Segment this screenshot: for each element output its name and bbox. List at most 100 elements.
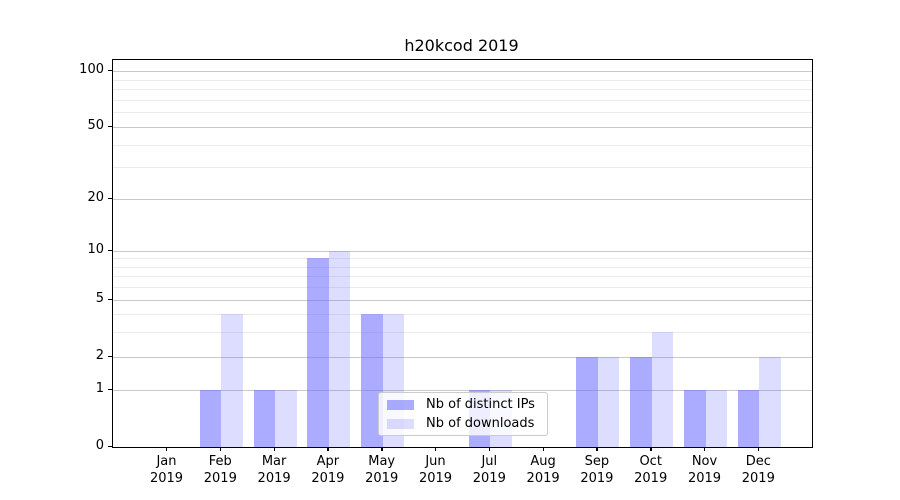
minor-gridline [113,287,812,288]
bar-ips-nov [684,390,706,447]
x-tick-month: Sep [584,454,610,469]
major-gridline [113,127,812,128]
x-tick-year: 2019 [741,471,775,486]
x-tick-mark [381,447,383,451]
x-tick-mark [757,447,760,451]
legend-row: Nb of downloads [387,415,547,431]
x-tick-label: Apr 2019 [296,453,360,487]
x-tick-year: 2019 [365,471,399,486]
x-tick-mark [273,447,275,451]
bar-ips-oct [630,357,652,447]
x-tick-year: 2019 [634,471,668,486]
bar-ips-feb [199,390,222,447]
minor-gridline [113,145,812,146]
y-tick-label: 0 [95,438,104,453]
minor-gridline [113,89,812,90]
x-tick-year: 2019 [311,471,345,486]
x-tick-year: 2019 [472,471,506,486]
minor-gridline [113,80,812,81]
legend-row: Nb of distinct IPs [387,396,547,412]
x-tick-mark [488,447,491,451]
bar-downloads-mar [275,390,297,447]
x-tick-mark [704,447,706,451]
x-tick-month: May [368,454,396,469]
legend: Nb of distinct IPs Nb of downloads [378,392,548,436]
major-gridline [113,357,812,358]
x-tick-year: 2019 [203,471,237,486]
x-tick-mark [542,447,544,451]
bar-downloads-apr [328,251,351,447]
y-tick-mark [108,388,112,390]
x-tick-mark [219,447,222,451]
x-tick-mark [650,447,652,451]
legend-swatch-ips [387,399,414,410]
y-tick-label: 5 [95,291,104,306]
x-tick-mark [166,447,168,451]
y-tick-mark [108,249,112,251]
bar-ips-sep [576,357,598,447]
plot-area: Nb of distinct IPs Nb of downloads [112,59,813,448]
y-tick-label: 50 [87,118,104,133]
x-tick-year: 2019 [580,471,614,486]
y-tick-label: 10 [87,242,104,257]
x-tick-label: Mar 2019 [242,453,306,487]
x-tick-label: Oct 2019 [619,453,683,487]
bar-ips-mar [253,390,276,447]
x-tick-month: Dec [745,454,771,469]
x-tick-year: 2019 [257,471,291,486]
chart-title: h20kcod 2019 [404,36,519,55]
x-tick-mark [596,447,598,451]
bar-downloads-sep [597,357,620,447]
x-tick-label: Nov 2019 [673,453,737,487]
x-tick-mark [435,447,437,451]
legend-label: Nb of distinct IPs [426,396,535,412]
x-tick-year: 2019 [526,471,560,486]
x-tick-month: Oct [639,454,662,469]
minor-gridline [113,100,812,101]
legend-label: Nb of downloads [426,415,535,431]
minor-gridline [113,267,812,268]
x-tick-month: Jul [481,454,498,469]
x-tick-month: Feb [208,454,232,469]
bar-downloads-oct [651,331,674,447]
x-tick-month: Aug [530,454,556,469]
y-tick-mark [108,445,112,447]
minor-gridline [113,276,812,277]
y-tick-mark [108,197,112,199]
bar-downloads-dec [759,357,781,447]
y-tick-label: 20 [87,190,104,205]
x-tick-year: 2019 [149,471,184,486]
x-tick-label: Dec 2019 [726,453,790,487]
x-tick-label: Jun 2019 [404,453,468,487]
y-tick-mark [108,125,112,127]
x-tick-month: Mar [261,454,287,469]
minor-gridline [113,332,812,333]
bar-ips-dec [737,390,760,447]
y-tick-label: 1 [95,381,104,396]
bar-ips-apr [307,258,329,447]
major-gridline [113,199,812,200]
y-tick-mark [108,69,112,71]
x-tick-label: Jan 2019 [135,453,199,487]
bar-ips-may [361,313,383,447]
minor-gridline [113,112,812,113]
x-tick-label: Jul 2019 [457,453,521,487]
major-gridline [113,390,812,391]
major-gridline [113,251,812,252]
minor-gridline [113,314,812,315]
y-tick-label: 100 [79,62,104,77]
y-tick-mark [108,298,112,300]
x-tick-month: Apr [316,454,340,469]
minor-gridline [113,258,812,259]
y-tick-mark [108,355,112,357]
bar-downloads-nov [705,390,727,447]
major-gridline [113,300,812,301]
legend-swatch-downloads [387,418,414,429]
x-tick-label: Sep 2019 [565,453,629,487]
major-gridline [113,71,812,72]
y-tick-label: 2 [95,348,104,363]
bar-downloads-feb [221,313,243,447]
x-tick-month: Jun [425,454,446,469]
x-tick-month: Jan [156,454,177,469]
